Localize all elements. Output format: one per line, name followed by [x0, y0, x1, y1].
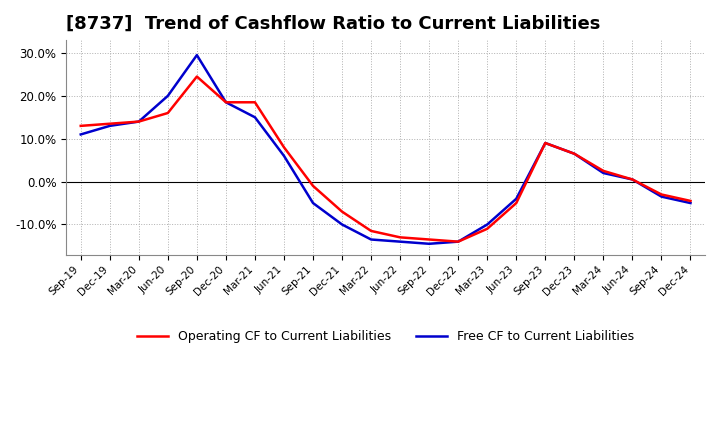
Operating CF to Current Liabilities	[366, 228, 375, 234]
Operating CF to Current Liabilities	[570, 151, 579, 156]
Operating CF to Current Liabilities	[396, 235, 405, 240]
Operating CF to Current Liabilities	[599, 168, 608, 173]
Free CF to Current Liabilities	[628, 177, 636, 182]
Line: Operating CF to Current Liabilities: Operating CF to Current Liabilities	[81, 77, 690, 242]
Free CF to Current Liabilities	[222, 99, 230, 105]
Free CF to Current Liabilities	[512, 196, 521, 202]
Operating CF to Current Liabilities	[686, 198, 695, 204]
Free CF to Current Liabilities	[366, 237, 375, 242]
Operating CF to Current Liabilities	[541, 140, 549, 146]
Free CF to Current Liabilities	[279, 153, 288, 158]
Free CF to Current Liabilities	[686, 200, 695, 205]
Free CF to Current Liabilities	[396, 239, 405, 244]
Free CF to Current Liabilities	[309, 200, 318, 205]
Free CF to Current Liabilities	[570, 151, 579, 156]
Operating CF to Current Liabilities	[251, 99, 259, 105]
Free CF to Current Liabilities	[192, 52, 201, 58]
Operating CF to Current Liabilities	[222, 99, 230, 105]
Free CF to Current Liabilities	[541, 140, 549, 146]
Operating CF to Current Liabilities	[279, 145, 288, 150]
Free CF to Current Liabilities	[599, 170, 608, 176]
Operating CF to Current Liabilities	[76, 123, 85, 128]
Free CF to Current Liabilities	[454, 239, 462, 244]
Free CF to Current Liabilities	[251, 115, 259, 120]
Free CF to Current Liabilities	[135, 119, 143, 124]
Operating CF to Current Liabilities	[309, 183, 318, 189]
Operating CF to Current Liabilities	[628, 177, 636, 182]
Operating CF to Current Liabilities	[163, 110, 172, 116]
Operating CF to Current Liabilities	[135, 119, 143, 124]
Text: [8737]  Trend of Cashflow Ratio to Current Liabilities: [8737] Trend of Cashflow Ratio to Curren…	[66, 15, 600, 33]
Operating CF to Current Liabilities	[483, 226, 492, 231]
Operating CF to Current Liabilities	[105, 121, 114, 126]
Operating CF to Current Liabilities	[425, 237, 433, 242]
Operating CF to Current Liabilities	[512, 200, 521, 205]
Operating CF to Current Liabilities	[338, 209, 346, 214]
Operating CF to Current Liabilities	[454, 239, 462, 244]
Free CF to Current Liabilities	[163, 93, 172, 99]
Free CF to Current Liabilities	[338, 222, 346, 227]
Free CF to Current Liabilities	[105, 123, 114, 128]
Operating CF to Current Liabilities	[192, 74, 201, 79]
Free CF to Current Liabilities	[425, 241, 433, 246]
Legend: Operating CF to Current Liabilities, Free CF to Current Liabilities: Operating CF to Current Liabilities, Fre…	[132, 325, 639, 348]
Free CF to Current Liabilities	[76, 132, 85, 137]
Free CF to Current Liabilities	[483, 222, 492, 227]
Line: Free CF to Current Liabilities: Free CF to Current Liabilities	[81, 55, 690, 244]
Operating CF to Current Liabilities	[657, 192, 666, 197]
Free CF to Current Liabilities	[657, 194, 666, 199]
